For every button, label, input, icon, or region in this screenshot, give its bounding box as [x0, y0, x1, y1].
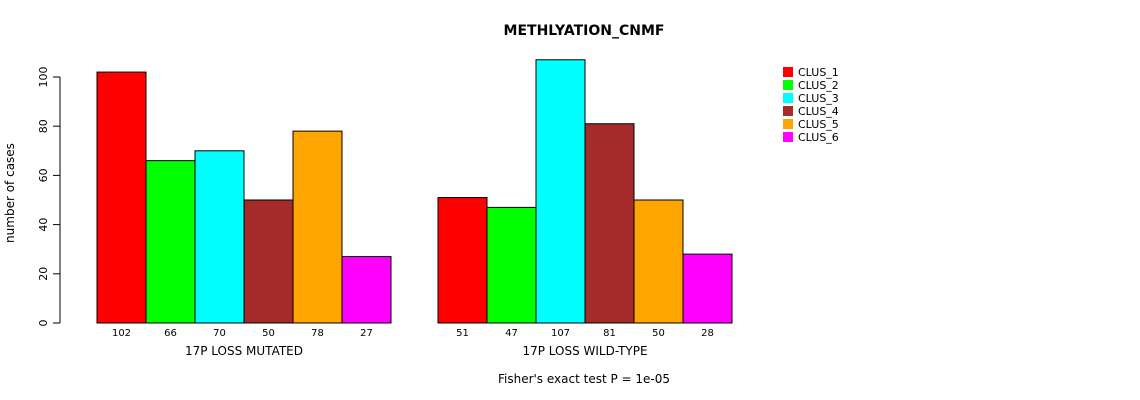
- bar: [633, 199, 684, 324]
- legend-label: CLUS_3: [798, 92, 839, 105]
- bar-count-label: 78: [311, 328, 324, 339]
- y-tick-label: 0: [37, 320, 50, 327]
- legend-item: CLUS_6: [783, 131, 839, 144]
- bar: [341, 256, 392, 324]
- legend-item: CLUS_3: [783, 92, 839, 105]
- bar-group: 102 66 70 50 78 27 17P LOSS MUTATED: [96, 71, 392, 358]
- bar: [292, 130, 343, 324]
- bar: [437, 197, 488, 324]
- bar-count-label: 27: [360, 328, 373, 339]
- y-tick-label: 20: [37, 267, 50, 281]
- bar-count-label: 50: [652, 328, 665, 339]
- y-axis-label: number of cases: [3, 143, 17, 243]
- y-axis: 0 20 40 60 80 100: [37, 67, 61, 327]
- legend-swatch: [783, 93, 793, 103]
- bar-count-label: 28: [701, 328, 714, 339]
- bar: [535, 59, 586, 324]
- bar: [145, 160, 196, 324]
- y-tick-label: 100: [37, 67, 50, 88]
- bar: [682, 253, 733, 324]
- bars: 102 66 70 50 78 27 17P LOSS MUTATED 51 47 107 81 50…: [96, 59, 733, 358]
- legend-item: CLUS_1: [783, 66, 839, 79]
- bar-count-label: 107: [551, 328, 570, 339]
- legend-swatch: [783, 80, 793, 90]
- y-tick-label: 40: [37, 218, 50, 232]
- legend-item: CLUS_5: [783, 118, 839, 131]
- bar-count-label: 50: [262, 328, 275, 339]
- legend-label: CLUS_5: [798, 118, 839, 131]
- legend-swatch: [783, 67, 793, 77]
- bar: [96, 71, 147, 324]
- group-label: 17P LOSS WILD-TYPE: [522, 344, 647, 358]
- legend-swatch: [783, 132, 793, 142]
- y-tick-label: 80: [37, 119, 50, 133]
- legend-item: CLUS_4: [783, 105, 839, 118]
- bar-count-label: 66: [164, 328, 177, 339]
- bar-count-label: 102: [112, 328, 131, 339]
- bar: [243, 199, 294, 324]
- legend-label: CLUS_6: [798, 131, 839, 144]
- bar-count-label: 81: [603, 328, 616, 339]
- bar-count-label: 51: [456, 328, 469, 339]
- bar-count-label: 47: [505, 328, 518, 339]
- legend-label: CLUS_1: [798, 66, 839, 79]
- bar: [486, 206, 537, 324]
- bar: [584, 123, 635, 324]
- bar: [194, 150, 245, 324]
- footnote: Fisher's exact test P = 1e-05: [498, 372, 670, 386]
- legend-swatch: [783, 119, 793, 129]
- legend-item: CLUS_2: [783, 79, 839, 92]
- bar-group: 51 47 107 81 50 28 17P LOSS WILD-TYPE: [437, 59, 733, 358]
- chart-title: METHLYATION_CNMF: [504, 23, 665, 39]
- legend-label: CLUS_4: [798, 105, 839, 118]
- bar-count-label: 70: [213, 328, 226, 339]
- y-tick-label: 60: [37, 168, 50, 182]
- group-label: 17P LOSS MUTATED: [185, 344, 303, 358]
- legend-label: CLUS_2: [798, 79, 839, 92]
- legend-swatch: [783, 106, 793, 116]
